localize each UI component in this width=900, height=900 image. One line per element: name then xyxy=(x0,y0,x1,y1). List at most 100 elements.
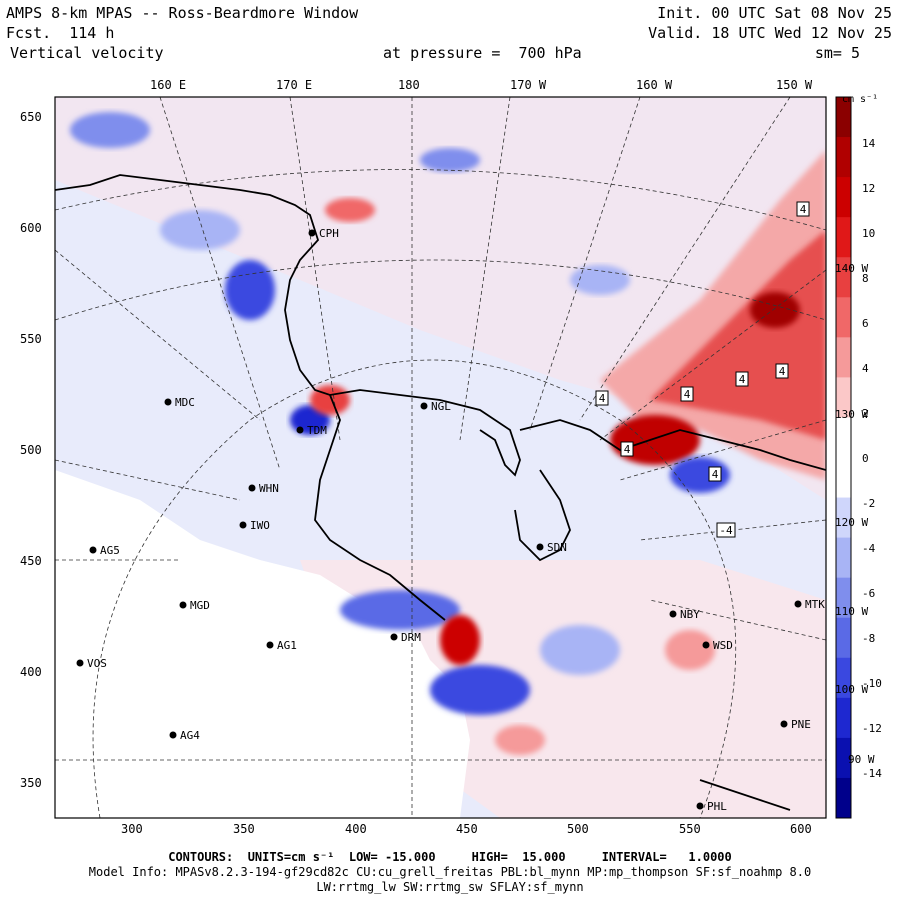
station-label: NGL xyxy=(431,400,451,413)
svg-text:4: 4 xyxy=(624,443,631,456)
x-tick-label: 400 xyxy=(345,822,367,836)
right-lon-label: 130 W xyxy=(835,408,869,421)
svg-text:4: 4 xyxy=(599,392,606,405)
station-dot xyxy=(794,600,802,608)
station-dot xyxy=(536,543,544,551)
station-dot xyxy=(308,229,316,237)
colorbar-swatch xyxy=(836,697,851,739)
station-dot xyxy=(296,426,304,434)
vertical-velocity-field xyxy=(55,97,826,818)
y-tick-label: 450 xyxy=(20,554,42,568)
station-label: SDN xyxy=(547,541,567,554)
colorbar-swatch xyxy=(836,457,851,499)
contour-label: 4 xyxy=(708,466,722,482)
station-markers: CPH MDC NGL TDM WHN IWO AG5 SDN MGD NBY MTK DRM AG1 W… xyxy=(76,227,825,813)
top-lon-label: 180 xyxy=(398,78,420,92)
smoothing: sm= 5 xyxy=(814,44,860,62)
svg-text:4: 4 xyxy=(712,468,719,481)
colorbar-tick-label: -4 xyxy=(862,542,876,555)
y-tick-label: 500 xyxy=(20,443,42,457)
x-tick-label: 350 xyxy=(233,822,255,836)
colorbar-tick-label: 10 xyxy=(862,227,875,240)
pressure-level: at pressure = 700 hPa xyxy=(383,44,582,62)
y-tick-label: 600 xyxy=(20,221,42,235)
model-info: Model Info: MPASv8.2.3-194-gf29cd82c CU:… xyxy=(88,865,812,879)
y-tick-label: 350 xyxy=(20,776,42,790)
station-dot xyxy=(702,641,710,649)
colorbar-swatch xyxy=(836,617,851,659)
svg-text:4: 4 xyxy=(739,373,746,386)
station-label: WHN xyxy=(259,482,279,495)
contours-info: CONTOURS: UNITS=cm s⁻¹ LOW= -15.000 HIGH… xyxy=(168,850,732,864)
station-dot xyxy=(696,802,704,810)
colorbar-tick-label: -10 xyxy=(862,677,882,690)
station-label: MGD xyxy=(190,599,210,612)
colorbar-tick-label: 2 xyxy=(862,407,869,420)
map-frame xyxy=(54,96,827,819)
right-lon-label: 100 W xyxy=(835,683,869,696)
right-lon-label: 140 W xyxy=(835,262,869,275)
contour-label: 4 xyxy=(735,371,749,387)
colorbar-swatch xyxy=(836,497,851,539)
contour-label: 4 xyxy=(775,363,789,379)
right-lon-label: 120 W xyxy=(835,516,869,529)
station-dot xyxy=(239,521,247,529)
top-lon-label: 160 E xyxy=(150,78,187,92)
colorbar-tick-label: -6 xyxy=(862,587,875,600)
x-tick-label: 450 xyxy=(456,822,478,836)
right-lon-label: 110 W xyxy=(835,605,869,618)
station-label: AG1 xyxy=(277,639,297,652)
contour-label: -4 xyxy=(716,522,736,538)
contour-label: 4 xyxy=(680,386,694,402)
station-label: IWO xyxy=(250,519,270,532)
colorbar-swatch xyxy=(836,97,851,138)
init-time: Init. 00 UTC Sat 08 Nov 25 xyxy=(657,4,892,22)
colorbar-swatch xyxy=(836,297,851,338)
contour-label: 4 xyxy=(595,390,609,406)
colorbar-swatch xyxy=(836,577,851,619)
station-label: PHL xyxy=(707,800,727,813)
svg-text:4: 4 xyxy=(779,365,786,378)
station-label: DRM xyxy=(401,631,421,644)
right-lon-label: 90 W xyxy=(848,753,875,766)
station-label: MDC xyxy=(175,396,195,409)
colorbar-units: cm s⁻¹ xyxy=(842,94,879,105)
colorbar-swatch xyxy=(836,177,851,218)
station-label: WSD xyxy=(713,639,733,652)
model-info-physics: LW:rrtmg_lw SW:rrtmg_sw SFLAY:sf_mynn xyxy=(316,880,584,894)
y-tick-label: 400 xyxy=(20,665,42,679)
colorbar-border xyxy=(835,96,852,819)
colorbar-swatch xyxy=(836,417,851,458)
colorbar-tick-label: 14 xyxy=(862,137,876,150)
station-label: AG5 xyxy=(100,544,120,557)
colorbar-tick-label: -12 xyxy=(862,722,882,735)
y-tick-label: 650 xyxy=(20,110,42,124)
colorbar-swatch xyxy=(836,137,851,178)
colorbar-swatch xyxy=(836,657,851,699)
station-dot xyxy=(89,546,97,554)
contour-labels: 4 4 4 4 4 4 4 -4 xyxy=(595,201,810,538)
station-dot xyxy=(669,610,677,618)
station-dot xyxy=(780,720,788,728)
colorbar-swatch xyxy=(836,257,851,298)
svg-text:4: 4 xyxy=(800,203,807,216)
colorbar-tick-label: -2 xyxy=(862,497,875,510)
station-label: PNE xyxy=(791,718,811,731)
colorbar-tick-label: -14 xyxy=(862,767,882,780)
colorbar-tick-label: 12 xyxy=(862,182,875,195)
svg-text:4: 4 xyxy=(684,388,691,401)
colorbar-swatch xyxy=(836,217,851,258)
station-dot xyxy=(266,641,274,649)
top-lon-label: 170 E xyxy=(276,78,313,92)
x-tick-label: 300 xyxy=(121,822,143,836)
station-label: VOS xyxy=(87,657,107,670)
station-label: AG4 xyxy=(180,729,200,742)
top-lon-label: 170 W xyxy=(510,78,547,92)
valid-time: Valid. 18 UTC Wed 12 Nov 25 xyxy=(648,24,892,42)
x-tick-label: 550 xyxy=(679,822,701,836)
station-dot xyxy=(169,731,177,739)
svg-text:-4: -4 xyxy=(719,524,733,537)
station-dot xyxy=(420,402,428,410)
contour-label: 4 xyxy=(620,441,634,457)
